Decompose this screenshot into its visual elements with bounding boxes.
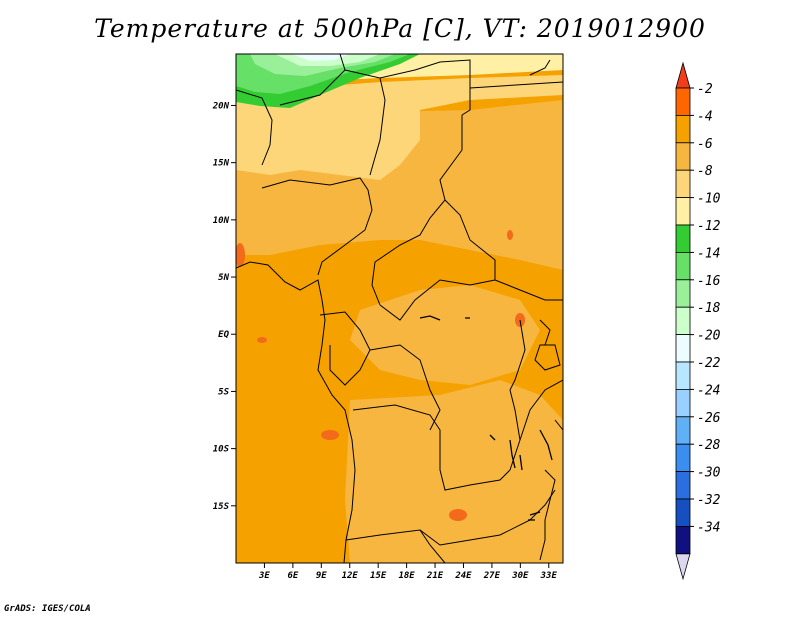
colorbar-swatch (675, 498, 691, 527)
colorbar-swatch (675, 279, 691, 308)
lon-tick-label: 3E (258, 571, 270, 581)
lon-tick-label: 21E (426, 571, 444, 581)
contour-neg6-central (350, 285, 540, 385)
lakes (419, 315, 553, 521)
colorbar-top-arrow (675, 61, 691, 89)
colorbar-label: -30 (697, 466, 721, 481)
colorbar-label: -22 (697, 356, 721, 371)
warm-spot (507, 230, 513, 240)
colorbar-swatch (675, 142, 691, 171)
colorbar: -2 -4 -6 -8 -10 -12 -14 -16 -18 -20 -22 -24 -26 -28 -3… (675, 61, 721, 581)
lon-tick-label: 15E (370, 571, 387, 581)
colorbar-swatch (675, 87, 691, 116)
contour-neg20 (292, 54, 350, 61)
coastlines-and-borders (236, 54, 563, 563)
colorbar-label: -28 (697, 438, 721, 453)
plot-frame (235, 53, 564, 564)
colorbar-swatch (675, 169, 691, 198)
colorbar-swatch (675, 526, 691, 555)
lon-tick-label: 18E (398, 571, 415, 581)
colorbar-label: -20 (697, 329, 721, 344)
warm-spot (257, 337, 267, 343)
warm-spot (472, 499, 484, 505)
lat-tick-label: 5S (218, 387, 229, 397)
lat-tick-label: 20N (212, 101, 230, 111)
colorbar-swatch (675, 443, 691, 473)
map-title: Temperature at 500hPa [C], VT: 201901290… (94, 14, 706, 43)
lat-tick-label: 5N (218, 273, 229, 283)
lon-tick-label: 9E (316, 571, 327, 581)
colorbar-label: -6 (697, 137, 713, 152)
lon-tick-label: 27E (483, 571, 501, 581)
lon-tick-label: 12E (342, 571, 359, 581)
colorbar-swatch (675, 416, 691, 445)
plot-area (236, 54, 563, 563)
longitude-axis: 3E 6E 9E 12E 15E 18E 21E 24E 27E 30E 33E (258, 563, 557, 581)
warm-spot (236, 243, 245, 267)
warm-spot (449, 509, 467, 521)
contour-neg8 (236, 75, 563, 180)
colorbar-swatch (675, 306, 691, 336)
lat-tick-label: EQ (218, 330, 229, 340)
colorbar-swatch (675, 251, 691, 281)
colorbar-bottom-arrow (675, 553, 691, 581)
colorbar-label: -34 (697, 520, 720, 535)
lat-tick-label: 15N (213, 159, 230, 169)
colorbar-swatch (675, 115, 691, 144)
colorbar-label: -14 (697, 246, 720, 261)
lon-tick-label: 6E (287, 571, 298, 581)
contour-neg6-south (345, 380, 563, 563)
lat-tick-label: 15S (213, 502, 230, 512)
grads-credit: GrADS: IGES/COLA (4, 604, 91, 614)
colorbar-label: -18 (697, 301, 721, 316)
colorbar-label: -12 (697, 219, 721, 234)
lon-tick-label: 30E (511, 571, 529, 581)
colorbar-swatch (675, 388, 691, 418)
colorbar-label: -24 (697, 383, 720, 398)
colorbar-swatch (675, 197, 691, 226)
colorbar-label: -26 (697, 411, 721, 426)
lon-tick-label: 33E (540, 571, 558, 581)
colorbar-label: -4 (697, 109, 713, 124)
colorbar-swatch (675, 334, 691, 363)
colorbar-swatch (675, 471, 691, 500)
colorbar-label: -2 (697, 82, 713, 97)
lat-tick-label: 10S (213, 445, 230, 455)
colorbar-swatch (675, 224, 691, 253)
colorbar-label: -16 (697, 274, 721, 289)
lat-tick-label: 10N (213, 216, 230, 226)
warm-spot (321, 430, 339, 440)
colorbar-label: -32 (697, 493, 721, 508)
colorbar-swatch (675, 361, 691, 390)
colorbar-label: -10 (697, 192, 721, 207)
colorbar-label: -8 (697, 164, 713, 179)
latitude-axis: 20N 15N 10N 5N EQ 5S 10S 15S (212, 101, 236, 512)
lon-tick-label: 24E (454, 571, 472, 581)
